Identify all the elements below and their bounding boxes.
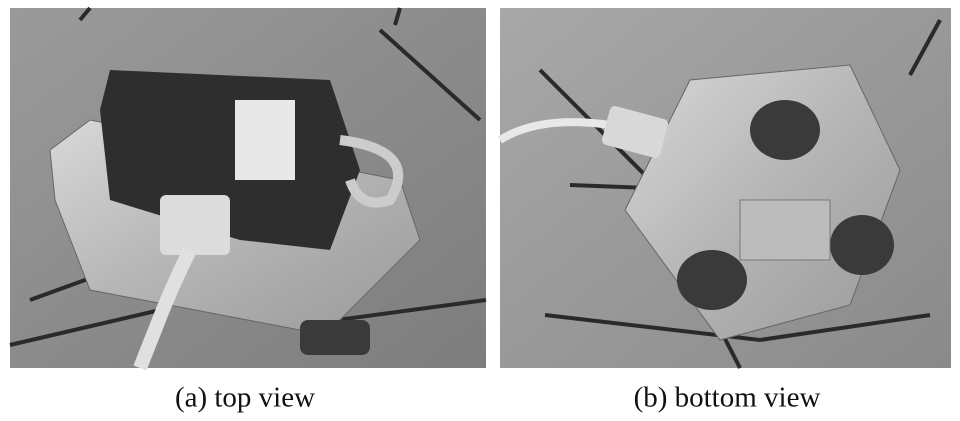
photo-top-view	[10, 8, 486, 368]
figure: (a) top view (b) bottom view	[0, 0, 960, 421]
page: {"figure": {"panels": [{"caption": "(a) …	[0, 0, 960, 421]
motor-mount	[740, 200, 830, 260]
photo-bottom-view	[500, 8, 951, 368]
caption: (b) bottom view	[634, 382, 821, 414]
omni-wheel	[677, 250, 747, 310]
relay	[235, 100, 295, 180]
omni-wheel	[830, 215, 894, 275]
wheel	[300, 320, 370, 355]
connector	[160, 195, 230, 255]
caption: (a) top view	[175, 382, 315, 414]
omni-wheel	[750, 100, 820, 160]
